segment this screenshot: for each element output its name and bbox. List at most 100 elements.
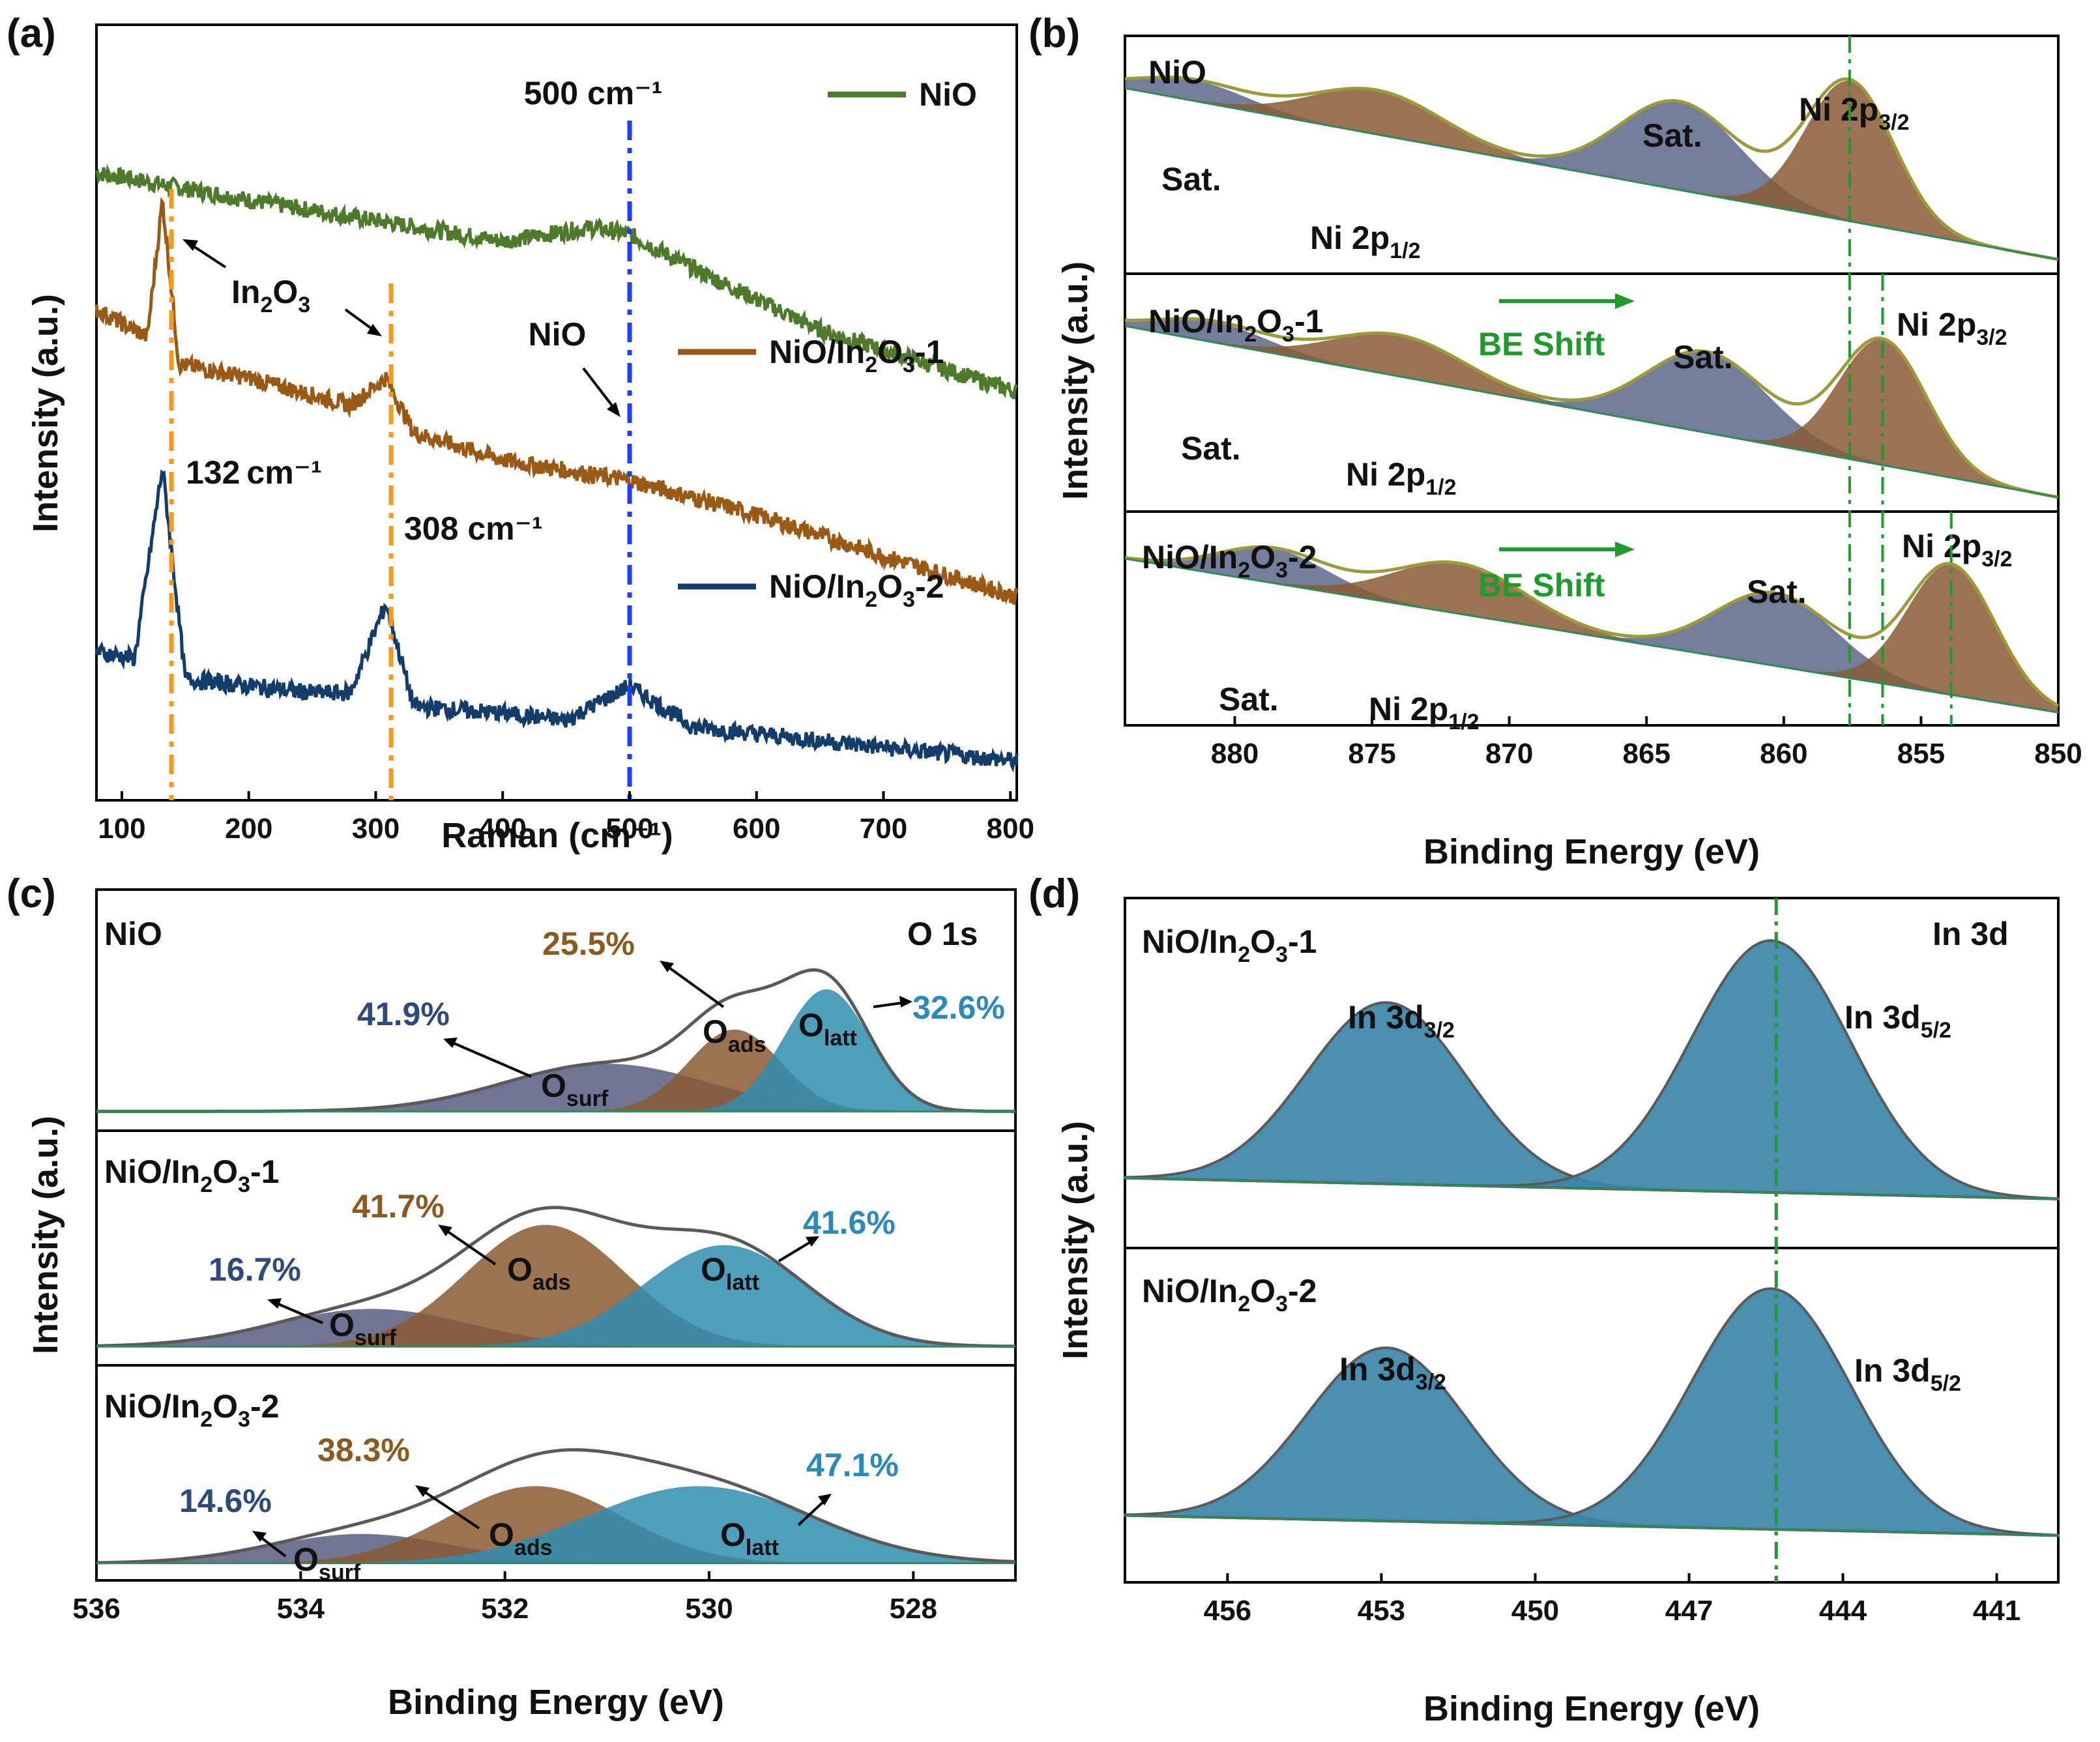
b-tick-label-855: 855 (1897, 738, 1945, 770)
c-tick-label-530: 530 (685, 1593, 733, 1625)
c-sub3-name: NiO/In2O3-2 (104, 1388, 279, 1432)
c-sub1-arrow-ads (664, 963, 725, 1008)
panel-d-frame (1124, 897, 2060, 1584)
b-sub2-peak-0 (1125, 319, 2058, 498)
b-sub2-name: NiO/In2O3-1 (1148, 303, 1323, 347)
panel-c: (c) 536 534 532 530 528 Binding Energy (eV) … (7, 871, 1017, 1722)
a-xlabel: Raman (cm⁻¹) (441, 816, 673, 855)
panel-c-letter: (c) (7, 871, 56, 916)
c-sub1-Olatt (96, 989, 1015, 1112)
c-sub1-arrowhead-ads (660, 961, 674, 972)
c-sub3-envelope (96, 1448, 1016, 1565)
c-sub3-pct-surf: 14.6% (179, 1483, 272, 1519)
a-series-line-0 (95, 164, 1018, 399)
b-sub3-sat-b: Sat. (1747, 573, 1807, 610)
c-xlabel: Binding Energy (eV) (388, 1683, 724, 1722)
c-sub1-arrowhead-surf (443, 1038, 458, 1048)
c-sub2-arrowhead-ads (438, 1225, 452, 1236)
d-sub2-3d32: In 3d3/2 (1339, 1351, 1446, 1395)
b-sub2-sat-b: Sat. (1673, 339, 1733, 375)
d-tick-label-444: 444 (1819, 1595, 1867, 1627)
c-sub1-pct-latt: 32.6% (912, 989, 1005, 1026)
c-sub3-pct-ads: 38.3% (317, 1432, 410, 1468)
d-sub2-name: NiO/In2O3-2 (1142, 1273, 1317, 1316)
a-label-308: 308 cm⁻¹ (404, 510, 543, 547)
c-sub2-pct-surf: 16.7% (209, 1251, 301, 1288)
panel-d-plots (1124, 939, 2060, 1537)
c-sub3-olatt: Olatt (720, 1517, 779, 1560)
a-tick-label-400: 400 (479, 813, 527, 845)
panel-d: (d) 456 453 450 447 444 441 Binding Energy (e… (1028, 871, 2060, 1728)
c-sub3-Osurf (96, 1533, 1015, 1563)
d-tick-label-456: 456 (1204, 1595, 1251, 1627)
c-sub2-arrowhead-surf (267, 1298, 282, 1309)
c-tick-label-534: 534 (277, 1593, 325, 1625)
b-sub2-ni2p12: Ni 2p1/2 (1346, 456, 1457, 500)
c-sub2-envelope (96, 1206, 1015, 1348)
b-sub3-ni2p12: Ni 2p1/2 (1369, 691, 1480, 734)
a-arrowhead-in2o3-2 (367, 324, 382, 336)
c-sub3-arrow-latt (797, 1498, 828, 1526)
a-legend-2: NiO/In2O3-2 (769, 568, 944, 612)
c-sub1-osurf: Osurf (541, 1067, 609, 1111)
b-tick-label-860: 860 (1760, 738, 1807, 770)
c-sub1-pct-surf: 41.9% (357, 996, 450, 1032)
c-sub2-arrowhead-latt (806, 1236, 819, 1247)
panel-b: (b) 880 875 870 865 860 855 850 Binding Energy… (1028, 11, 2082, 871)
a-label-500: 500 cm⁻¹ (524, 75, 663, 111)
b-sub3-name: NiO/In2O3-2 (1142, 539, 1317, 583)
b-ref-lines (1848, 36, 1953, 725)
panel-b-plots (1124, 75, 2060, 714)
b-sub2-baseline (1124, 325, 2059, 499)
d-ylabel: Intensity (a.u.) (1056, 1121, 1095, 1359)
b-tick-label-875: 875 (1348, 738, 1395, 770)
a-legend: NiO NiO/In2O3-1 NiO/In2O3-2 (678, 76, 977, 612)
panel-a: (a) 100 200 300 400 500 600 700 800 Raman (cm⁻¹… (7, 11, 1034, 855)
panel-c-xticks: 536 534 532 530 528 (72, 1571, 937, 1625)
b-tick-label-865: 865 (1623, 738, 1670, 770)
panel-a-letter: (a) (7, 11, 56, 56)
b-sub1-ni2p32: Ni 2p3/2 (1799, 91, 1910, 135)
c-sub3-arrow-ads (419, 1488, 480, 1530)
a-arrow-nio (582, 367, 617, 412)
b-sub2-shift-label: BE Shift (1478, 326, 1605, 362)
a-tick-label-600: 600 (733, 813, 780, 845)
d-tick-label-450: 450 (1511, 1595, 1559, 1627)
c-sub3-Oads (96, 1486, 1015, 1563)
panel-c-plots (96, 968, 1016, 1565)
a-arrowhead-nio (607, 402, 620, 417)
b-sub3-sat-a: Sat. (1219, 681, 1279, 718)
c-tick-label-528: 528 (890, 1593, 937, 1625)
c-sub2-arrow-ads (442, 1227, 497, 1266)
b-sub1-peak-3 (1125, 81, 2058, 260)
a-label-in2o3: In2O3 (231, 274, 310, 317)
panel-a-frame (95, 23, 1018, 802)
d-sub1-3d32: In 3d3/2 (1348, 999, 1455, 1043)
b-sub1-envelope (1124, 75, 2059, 261)
b-sub3-baseline (1124, 557, 2059, 714)
b-sub3-shift-arrowhead (1615, 542, 1635, 557)
d-sub1-baseline (1124, 1177, 2059, 1200)
c-sub3-osurf: Osurf (293, 1541, 361, 1585)
c-sub2-arrow-latt (778, 1239, 815, 1262)
c-corner-label: O 1s (907, 916, 978, 952)
c-sub1-pct-ads: 25.5% (542, 925, 635, 962)
panel-b-letter: (b) (1028, 11, 1080, 56)
a-label-132: 132 cm⁻¹ (186, 454, 322, 491)
c-sub3-arrowhead-ads (415, 1485, 430, 1497)
b-sub1-sat-b: Sat. (1642, 117, 1702, 154)
c-sub2-arrow-surf (273, 1301, 323, 1324)
c-sub3-arrowhead-surf (252, 1531, 267, 1542)
d-corner-label: In 3d (1932, 916, 2009, 952)
b-sub1-ni2p12: Ni 2p1/2 (1310, 220, 1421, 263)
d-tick-label-453: 453 (1358, 1595, 1405, 1627)
c-sub1-arrowhead-latt (899, 996, 912, 1008)
a-label-nio: NiO (529, 316, 587, 353)
d-tick-label-441: 441 (1973, 1595, 2020, 1627)
c-sub2-Oads (96, 1225, 1015, 1347)
c-sub2-osurf: Osurf (329, 1307, 397, 1350)
c-sub3-Olatt (96, 1486, 1015, 1563)
panel-c-frame (95, 888, 1017, 1582)
c-sub1-olatt: Olatt (798, 1007, 857, 1051)
